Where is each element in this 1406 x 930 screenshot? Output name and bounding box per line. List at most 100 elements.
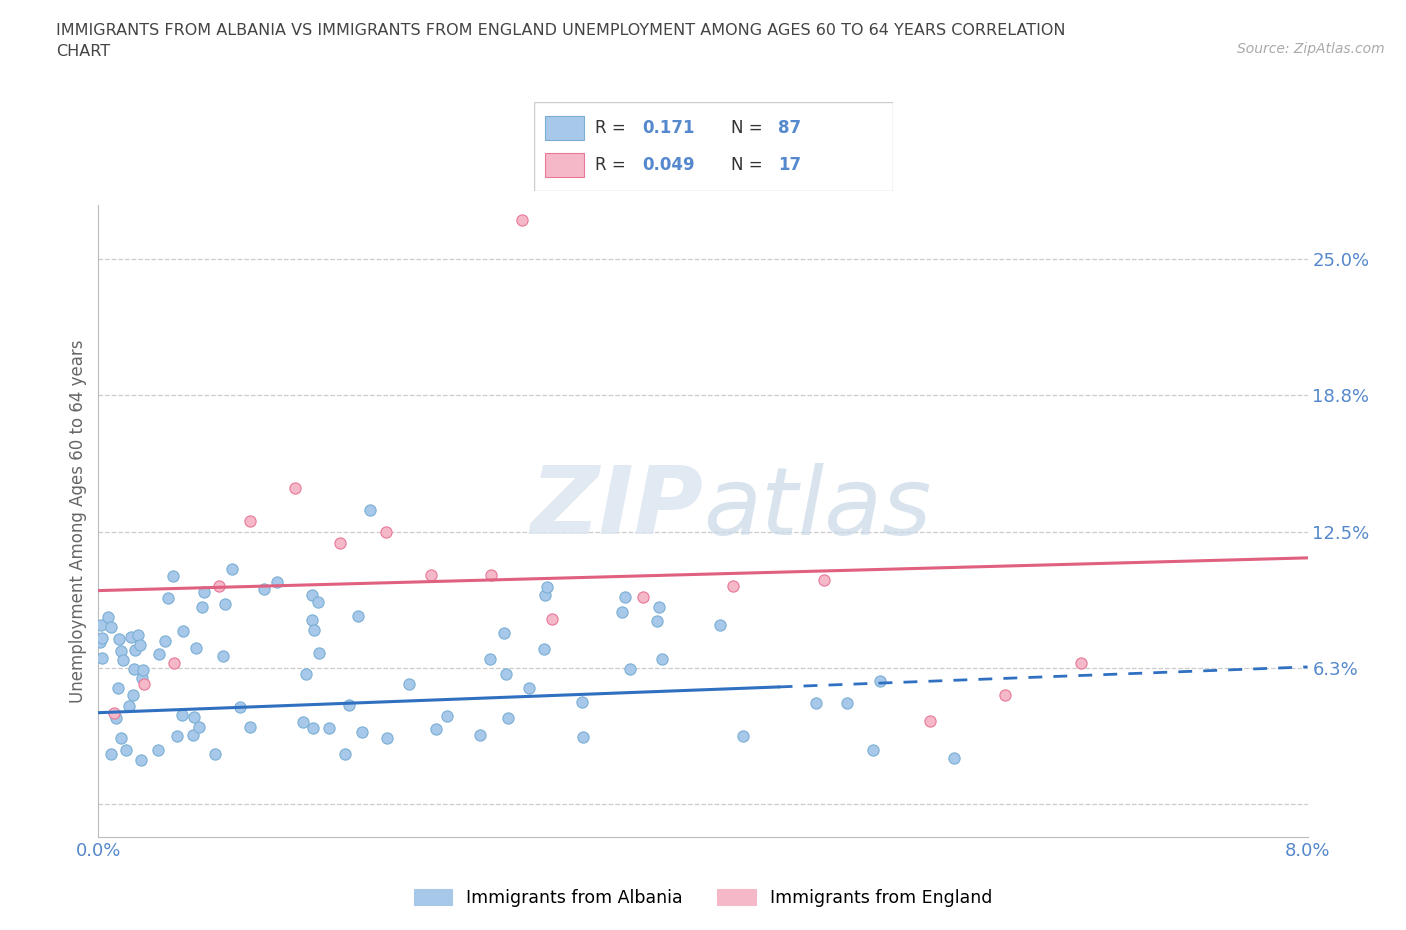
Point [318,721,340,736]
Text: 17: 17 [778,156,801,174]
Point [347,608,370,623]
Point [103,705,125,720]
Point [329,535,352,550]
Point [188,720,211,735]
Point [212,649,235,664]
Point [419,568,441,583]
Point [114,743,136,758]
Point [301,588,323,603]
Point [425,722,447,737]
Point [731,728,754,743]
Point [128,637,150,652]
Point [813,572,835,587]
Point [869,674,891,689]
Point [90,631,112,646]
Point [89,634,111,649]
Point [208,578,231,593]
Point [131,671,153,685]
Point [193,585,215,600]
Bar [546,153,585,178]
Point [496,711,519,725]
Point [335,746,357,761]
Point [862,743,884,758]
Point [148,647,170,662]
Point [610,604,633,619]
Point [120,630,142,644]
FancyBboxPatch shape [534,102,893,191]
Point [994,688,1017,703]
Point [118,698,141,713]
Text: 87: 87 [778,119,801,137]
Point [132,677,155,692]
Point [181,727,204,742]
Point [943,751,966,765]
Point [163,655,186,670]
Point [157,591,180,605]
Text: Source: ZipAtlas.com: Source: ZipAtlas.com [1237,42,1385,56]
Point [229,699,252,714]
Point [648,599,671,614]
Point [110,644,132,658]
Point [108,631,131,646]
Point [239,720,262,735]
Y-axis label: Unemployment Among Ages 60 to 64 years: Unemployment Among Ages 60 to 64 years [69,339,87,702]
Text: 0.049: 0.049 [641,156,695,174]
Point [645,614,668,629]
Point [468,728,491,743]
Point [479,651,502,666]
Point [436,709,458,724]
Point [204,747,226,762]
Point [111,653,134,668]
Point [155,634,177,649]
Point [266,575,288,590]
Point [172,708,194,723]
Point [284,481,307,496]
Point [146,742,169,757]
Point [835,695,858,710]
Text: R =: R = [595,156,631,174]
Point [804,696,827,711]
Point [536,580,558,595]
Point [239,513,262,528]
Point [651,652,673,667]
Point [127,628,149,643]
Point [132,662,155,677]
Point [104,711,127,726]
Point [301,612,323,627]
Point [307,594,329,609]
Bar [546,115,585,140]
Point [90,618,112,632]
Text: R =: R = [595,119,631,137]
Point [495,666,517,681]
Point [534,588,557,603]
Point [510,212,533,227]
Point [129,752,152,767]
Point [614,590,637,604]
Point [540,612,562,627]
Point [100,747,122,762]
Point [302,720,325,735]
Point [517,681,540,696]
Point [572,730,595,745]
Point [122,688,145,703]
Point [183,710,205,724]
Point [619,661,641,676]
Point [302,623,325,638]
Point [337,698,360,713]
Point [709,618,731,632]
Point [479,568,503,583]
Point [571,695,593,710]
Text: N =: N = [731,156,768,174]
Point [631,590,654,604]
Point [359,502,381,517]
Text: N =: N = [731,119,768,137]
Point [221,562,243,577]
Point [162,568,184,583]
Point [97,610,120,625]
Point [398,676,420,691]
Point [492,625,515,640]
Point [533,642,555,657]
Legend: Immigrants from Albania, Immigrants from England: Immigrants from Albania, Immigrants from… [408,882,998,913]
Point [252,581,274,596]
Text: atlas: atlas [703,462,931,553]
